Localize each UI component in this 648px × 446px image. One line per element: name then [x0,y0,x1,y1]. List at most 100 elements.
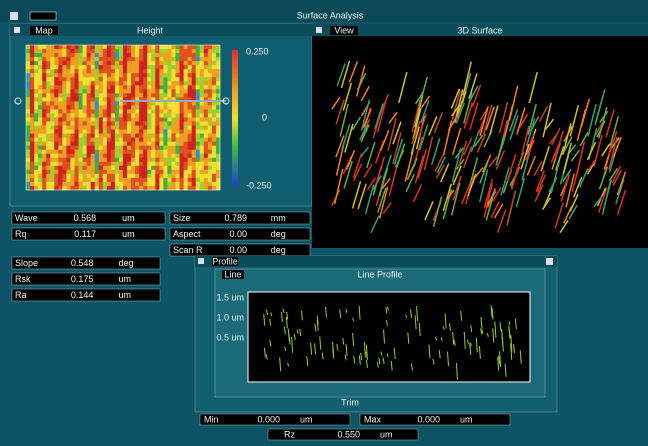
heat-cell [98,121,104,126]
heat-cell [54,149,59,155]
heat-cell [110,125,116,130]
heat-cell [155,45,160,50]
field-value[interactable]: 0.00 [229,245,247,255]
heat-cell [38,93,43,98]
heat-cell [38,109,43,114]
heat-cell [127,53,132,58]
field-value[interactable]: 0.175 [71,274,94,284]
heat-cell [78,149,83,155]
heat-cell [98,81,104,86]
heat-cell [98,141,104,146]
heat-cell [183,73,188,78]
heat-cell [30,133,35,138]
surface-ridge [469,85,479,102]
system-icon[interactable] [10,12,18,20]
heat-cell [167,129,172,134]
heat-cell [62,101,67,106]
heat-cell [70,173,75,179]
trace-segment [519,350,522,364]
field-value[interactable]: 0.568 [74,213,97,223]
heat-cell [46,169,51,175]
heat-cell [38,133,43,138]
surface-ridge [525,118,536,147]
heat-cell [38,49,43,54]
surface-ridge [609,116,620,147]
heat-cell [42,89,47,94]
heat-cell [139,93,144,98]
line-handle[interactable] [14,97,22,105]
view-label: 3D Surface [457,25,502,35]
heat-cell [203,117,209,122]
heat-cell [179,57,184,62]
surface-ridge [569,194,579,212]
heat-cell [50,117,55,122]
profile-icon[interactable] [198,258,204,264]
heat-cell [175,45,180,50]
profile-inner-tab[interactable] [222,270,244,279]
view-tab[interactable] [330,26,358,35]
surface-ridge [528,71,538,104]
trace-segment [504,363,507,377]
trace-segment [283,326,286,335]
heat-cell [171,77,176,82]
heat-cell [123,181,128,187]
heat-cell [207,145,213,151]
trace-segment [321,352,324,360]
field-value[interactable]: 0.00 [229,229,247,239]
heat-cell [66,153,71,159]
heat-cell [98,153,104,159]
heat-cell [131,173,136,179]
heat-cell [183,121,188,126]
colorbar [232,50,238,186]
field-value[interactable]: 0.144 [71,290,94,300]
heat-cell [215,101,221,106]
field-label: Rq [15,229,27,239]
heat-cell [26,45,31,50]
field-value[interactable]: 0.117 [74,229,96,239]
menu-box[interactable] [29,11,57,21]
field-value[interactable]: 0.789 [224,213,247,223]
heat-cell [187,45,193,50]
heat-cell [195,77,201,82]
heat-cell [74,121,79,126]
field-unit: deg [271,245,286,255]
heat-cell [191,173,197,179]
close-button[interactable] [546,258,553,265]
heat-cell [26,105,31,110]
surface-ridge [457,91,467,114]
map-icon[interactable] [14,27,20,33]
heat-cell [131,117,136,122]
map-tab[interactable] [30,26,58,35]
status-box [199,413,351,426]
surface-ridge [408,157,418,176]
surface-ridge [575,141,586,177]
heat-cell [127,121,132,126]
heat-cell [131,73,136,78]
heat-cell [70,93,75,98]
view-icon[interactable] [316,27,322,33]
line-handle[interactable] [222,97,230,105]
heat-cell [163,69,168,74]
heat-cell [159,69,164,74]
heat-cell [123,137,128,142]
heat-cell [94,101,100,106]
trace-segment [285,316,288,329]
field-value[interactable]: 0.548 [71,258,94,268]
heat-cell [159,57,164,62]
heat-cell [54,65,59,70]
heat-cell [106,65,112,70]
heat-cell [50,181,55,187]
profile-tab[interactable] [212,257,238,266]
surface-ridge [420,95,431,109]
heat-cell [163,73,168,78]
heat-cell [127,149,132,155]
field-unit: deg [119,258,134,268]
heat-cell [106,157,112,163]
heat-cell [118,101,124,106]
surface-ridge [351,181,362,209]
heat-cell [195,101,201,106]
heat-cell [90,121,96,126]
trace-segment [463,331,466,349]
heat-cell [118,69,124,74]
heat-cell [114,145,120,151]
